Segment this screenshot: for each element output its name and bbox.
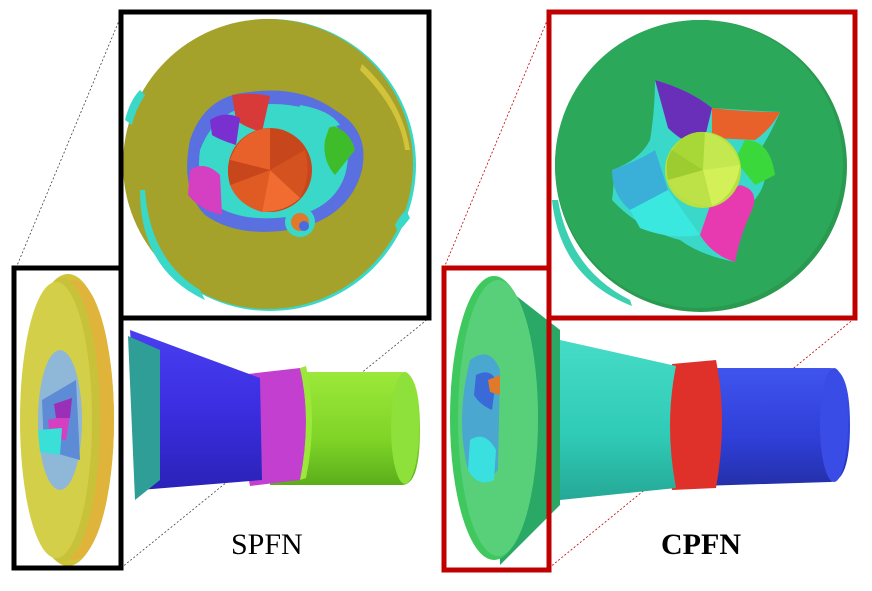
spfn-caption: SPFN [231, 528, 303, 561]
spfn-head-frame [11, 265, 124, 571]
leader-line [443, 15, 550, 269]
spfn-render [11, 9, 432, 571]
cpfn-render [441, 9, 858, 573]
spfn-zoom-frame [118, 9, 432, 321]
spfn-screw-head [20, 274, 114, 566]
cpfn-screw-shaft [560, 340, 850, 500]
spfn-screw-shaft [128, 330, 420, 500]
leader-line [15, 15, 122, 269]
spfn-zoom-view [121, 12, 429, 318]
cpfn-zoom-frame [546, 9, 858, 321]
cpfn-caption: CPFN [661, 528, 741, 561]
cpfn-zoom-view [549, 12, 855, 318]
cpfn-screw-head [450, 276, 560, 565]
cpfn-head-frame [441, 265, 552, 573]
